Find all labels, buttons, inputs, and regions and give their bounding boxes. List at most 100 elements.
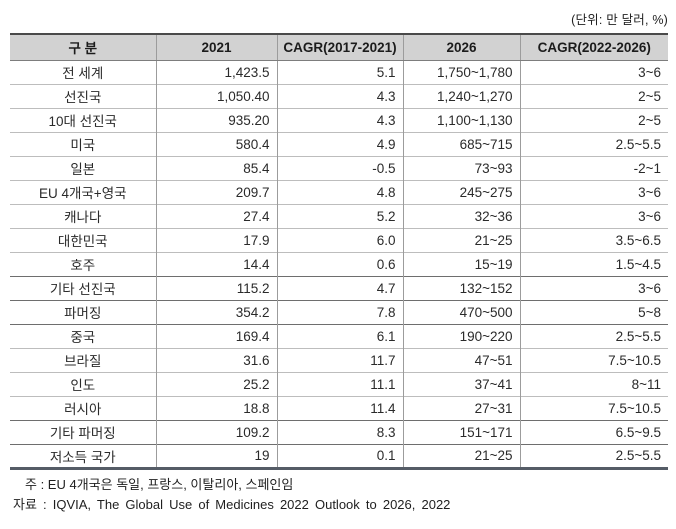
cell-cagr-2017-2021: 4.3 <box>276 83 403 108</box>
row-label: EU 4개국+영국 <box>10 179 156 204</box>
cell-2026: 685~715 <box>402 131 520 156</box>
cell-2021: 580.4 <box>155 131 277 156</box>
table-row: 미국 580.4 4.9 685~715 2.5~5.5 <box>10 131 668 156</box>
table-row: 중국 169.4 6.1 190~220 2.5~5.5 <box>10 323 668 348</box>
cell-2021: 935.20 <box>155 107 277 132</box>
row-label: 러시아 <box>10 395 156 420</box>
cell-2021: 109.2 <box>155 419 277 444</box>
row-label: 미국 <box>10 131 156 156</box>
cell-2026: 73~93 <box>402 155 520 180</box>
cell-2026: 470~500 <box>402 299 520 324</box>
footnote-note: 주 : EU 4개국은 독일, 프랑스, 이탈리아, 스페인임 <box>25 476 294 492</box>
header-category: 구 분 <box>10 34 156 61</box>
header-2026: 2026 <box>402 34 520 61</box>
row-label: 브라질 <box>10 347 156 372</box>
cell-2021: 1,423.5 <box>155 60 277 84</box>
footnotes: 주 : EU 4개국은 독일, 프랑스, 이탈리아, 스페인임 자료 : IQV… <box>10 475 668 515</box>
cell-cagr-2022-2026: 3~6 <box>519 179 668 204</box>
cell-2021: 85.4 <box>155 155 277 180</box>
cell-2021: 354.2 <box>155 299 277 324</box>
table-row: 파머징 354.2 7.8 470~500 5~8 <box>10 299 668 324</box>
cell-2026: 21~25 <box>402 227 520 252</box>
cell-cagr-2017-2021: 4.8 <box>276 179 403 204</box>
table-row: 대한민국 17.9 6.0 21~25 3.5~6.5 <box>10 227 668 252</box>
cell-2021: 1,050.40 <box>155 83 277 108</box>
table-row: 저소득 국가 19 0.1 21~25 2.5~5.5 <box>10 443 668 468</box>
cell-2026: 15~19 <box>402 251 520 276</box>
row-label: 기타 파머징 <box>10 419 156 444</box>
cell-cagr-2017-2021: 4.9 <box>276 131 403 156</box>
cell-cagr-2022-2026: 2~5 <box>519 83 668 108</box>
cell-2021: 27.4 <box>155 203 277 228</box>
row-label: 인도 <box>10 371 156 396</box>
table-row: 선진국 1,050.40 4.3 1,240~1,270 2~5 <box>10 83 668 108</box>
table-row: 브라질 31.6 11.7 47~51 7.5~10.5 <box>10 347 668 372</box>
cell-cagr-2022-2026: 3~6 <box>519 275 668 300</box>
header-2021: 2021 <box>155 34 277 61</box>
cell-cagr-2017-2021: 4.7 <box>276 275 403 300</box>
row-label: 선진국 <box>10 83 156 108</box>
row-label: 10대 선진국 <box>10 107 156 132</box>
table-row: 인도 25.2 11.1 37~41 8~11 <box>10 371 668 396</box>
cell-2026: 21~25 <box>402 443 520 468</box>
row-label: 중국 <box>10 323 156 348</box>
cell-2026: 190~220 <box>402 323 520 348</box>
cell-cagr-2017-2021: 11.1 <box>276 371 403 396</box>
cell-2026: 245~275 <box>402 179 520 204</box>
cell-2026: 132~152 <box>402 275 520 300</box>
table-row: 일본 85.4 -0.5 73~93 -2~1 <box>10 155 668 180</box>
cell-cagr-2017-2021: 4.3 <box>276 107 403 132</box>
header-row: 구 분 2021 CAGR(2017-2021) 2026 CAGR(2022-… <box>10 34 668 61</box>
footnote-source: 자료 : IQVIA, The Global Use of Medicines … <box>13 496 451 512</box>
table-row: 전 세계 1,423.5 5.1 1,750~1,780 3~6 <box>10 60 668 84</box>
cell-cagr-2017-2021: 8.3 <box>276 419 403 444</box>
row-label: 대한민국 <box>10 227 156 252</box>
header-cagr-2017-2021: CAGR(2017-2021) <box>276 34 403 61</box>
cell-2026: 32~36 <box>402 203 520 228</box>
cell-cagr-2022-2026: 8~11 <box>519 371 668 396</box>
row-label: 파머징 <box>10 299 156 324</box>
cell-cagr-2022-2026: 3~6 <box>519 203 668 228</box>
cell-cagr-2017-2021: 0.1 <box>276 443 403 468</box>
table-row: 기타 파머징 109.2 8.3 151~171 6.5~9.5 <box>10 419 668 444</box>
cell-cagr-2017-2021: -0.5 <box>276 155 403 180</box>
cell-cagr-2022-2026: 7.5~10.5 <box>519 395 668 420</box>
table-row: 기타 선진국 115.2 4.7 132~152 3~6 <box>10 275 668 300</box>
cell-cagr-2022-2026: 1.5~4.5 <box>519 251 668 276</box>
row-label: 저소득 국가 <box>10 443 156 468</box>
table-row: 캐나다 27.4 5.2 32~36 3~6 <box>10 203 668 228</box>
header-cagr-2022-2026: CAGR(2022-2026) <box>519 34 668 61</box>
cell-2021: 18.8 <box>155 395 277 420</box>
table-header: 구 분 2021 CAGR(2017-2021) 2026 CAGR(2022-… <box>10 34 668 61</box>
cell-2021: 14.4 <box>155 251 277 276</box>
table-body: 전 세계 1,423.5 5.1 1,750~1,780 3~6 선진국 1,050.40 4… <box>10 60 668 468</box>
table-row: 호주 14.4 0.6 15~19 1.5~4.5 <box>10 251 668 276</box>
cell-2021: 17.9 <box>155 227 277 252</box>
pharma-market-table-page: (단위: 만 달러, %) 구 분 2021 CAGR(2017-2021) 2… <box>10 13 668 515</box>
cell-2026: 1,100~1,130 <box>402 107 520 132</box>
cell-2021: 19 <box>155 443 277 468</box>
cell-2026: 151~171 <box>402 419 520 444</box>
cell-2026: 1,750~1,780 <box>402 60 520 84</box>
cell-cagr-2022-2026: 5~8 <box>519 299 668 324</box>
cell-2021: 169.4 <box>155 323 277 348</box>
cell-cagr-2022-2026: 3.5~6.5 <box>519 227 668 252</box>
cell-cagr-2017-2021: 5.2 <box>276 203 403 228</box>
cell-cagr-2022-2026: 2.5~5.5 <box>519 131 668 156</box>
cell-cagr-2022-2026: 6.5~9.5 <box>519 419 668 444</box>
cell-cagr-2022-2026: -2~1 <box>519 155 668 180</box>
row-label: 캐나다 <box>10 203 156 228</box>
cell-cagr-2017-2021: 7.8 <box>276 299 403 324</box>
table-row: EU 4개국+영국 209.7 4.8 245~275 3~6 <box>10 179 668 204</box>
cell-2026: 47~51 <box>402 347 520 372</box>
unit-note: (단위: 만 달러, %) <box>571 13 668 27</box>
cell-cagr-2022-2026: 2.5~5.5 <box>519 323 668 348</box>
cell-2021: 115.2 <box>155 275 277 300</box>
cell-cagr-2022-2026: 3~6 <box>519 60 668 84</box>
cell-cagr-2017-2021: 6.0 <box>276 227 403 252</box>
row-label: 전 세계 <box>62 66 104 81</box>
table-row: 러시아 18.8 11.4 27~31 7.5~10.5 <box>10 395 668 420</box>
cell-2021: 31.6 <box>155 347 277 372</box>
cell-cagr-2017-2021: 11.4 <box>276 395 403 420</box>
table-row: 10대 선진국 935.20 4.3 1,100~1,130 2~5 <box>10 107 668 132</box>
